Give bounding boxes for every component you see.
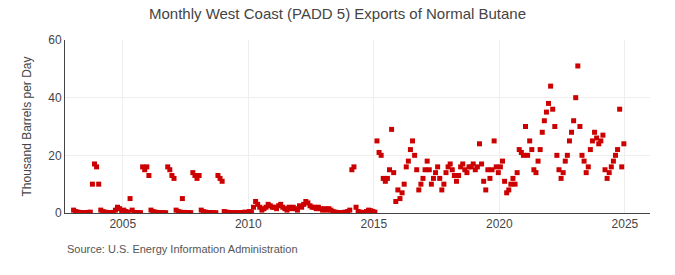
svg-text:40: 40: [48, 91, 62, 105]
svg-text:2005: 2005: [109, 217, 136, 231]
svg-text:0: 0: [55, 206, 62, 220]
svg-text:2010: 2010: [235, 217, 262, 231]
svg-text:Thousand Barrels per Day: Thousand Barrels per Day: [20, 56, 34, 196]
svg-text:Monthly West Coast (PADD 5) Ex: Monthly West Coast (PADD 5) Exports of N…: [149, 5, 526, 22]
svg-text:2015: 2015: [360, 217, 387, 231]
svg-text:2025: 2025: [612, 217, 639, 231]
svg-text:60: 60: [48, 33, 62, 47]
svg-text:20: 20: [48, 149, 62, 163]
svg-text:2020: 2020: [486, 217, 513, 231]
svg-text:Source: U.S. Energy Informatio: Source: U.S. Energy Information Administ…: [67, 243, 298, 255]
